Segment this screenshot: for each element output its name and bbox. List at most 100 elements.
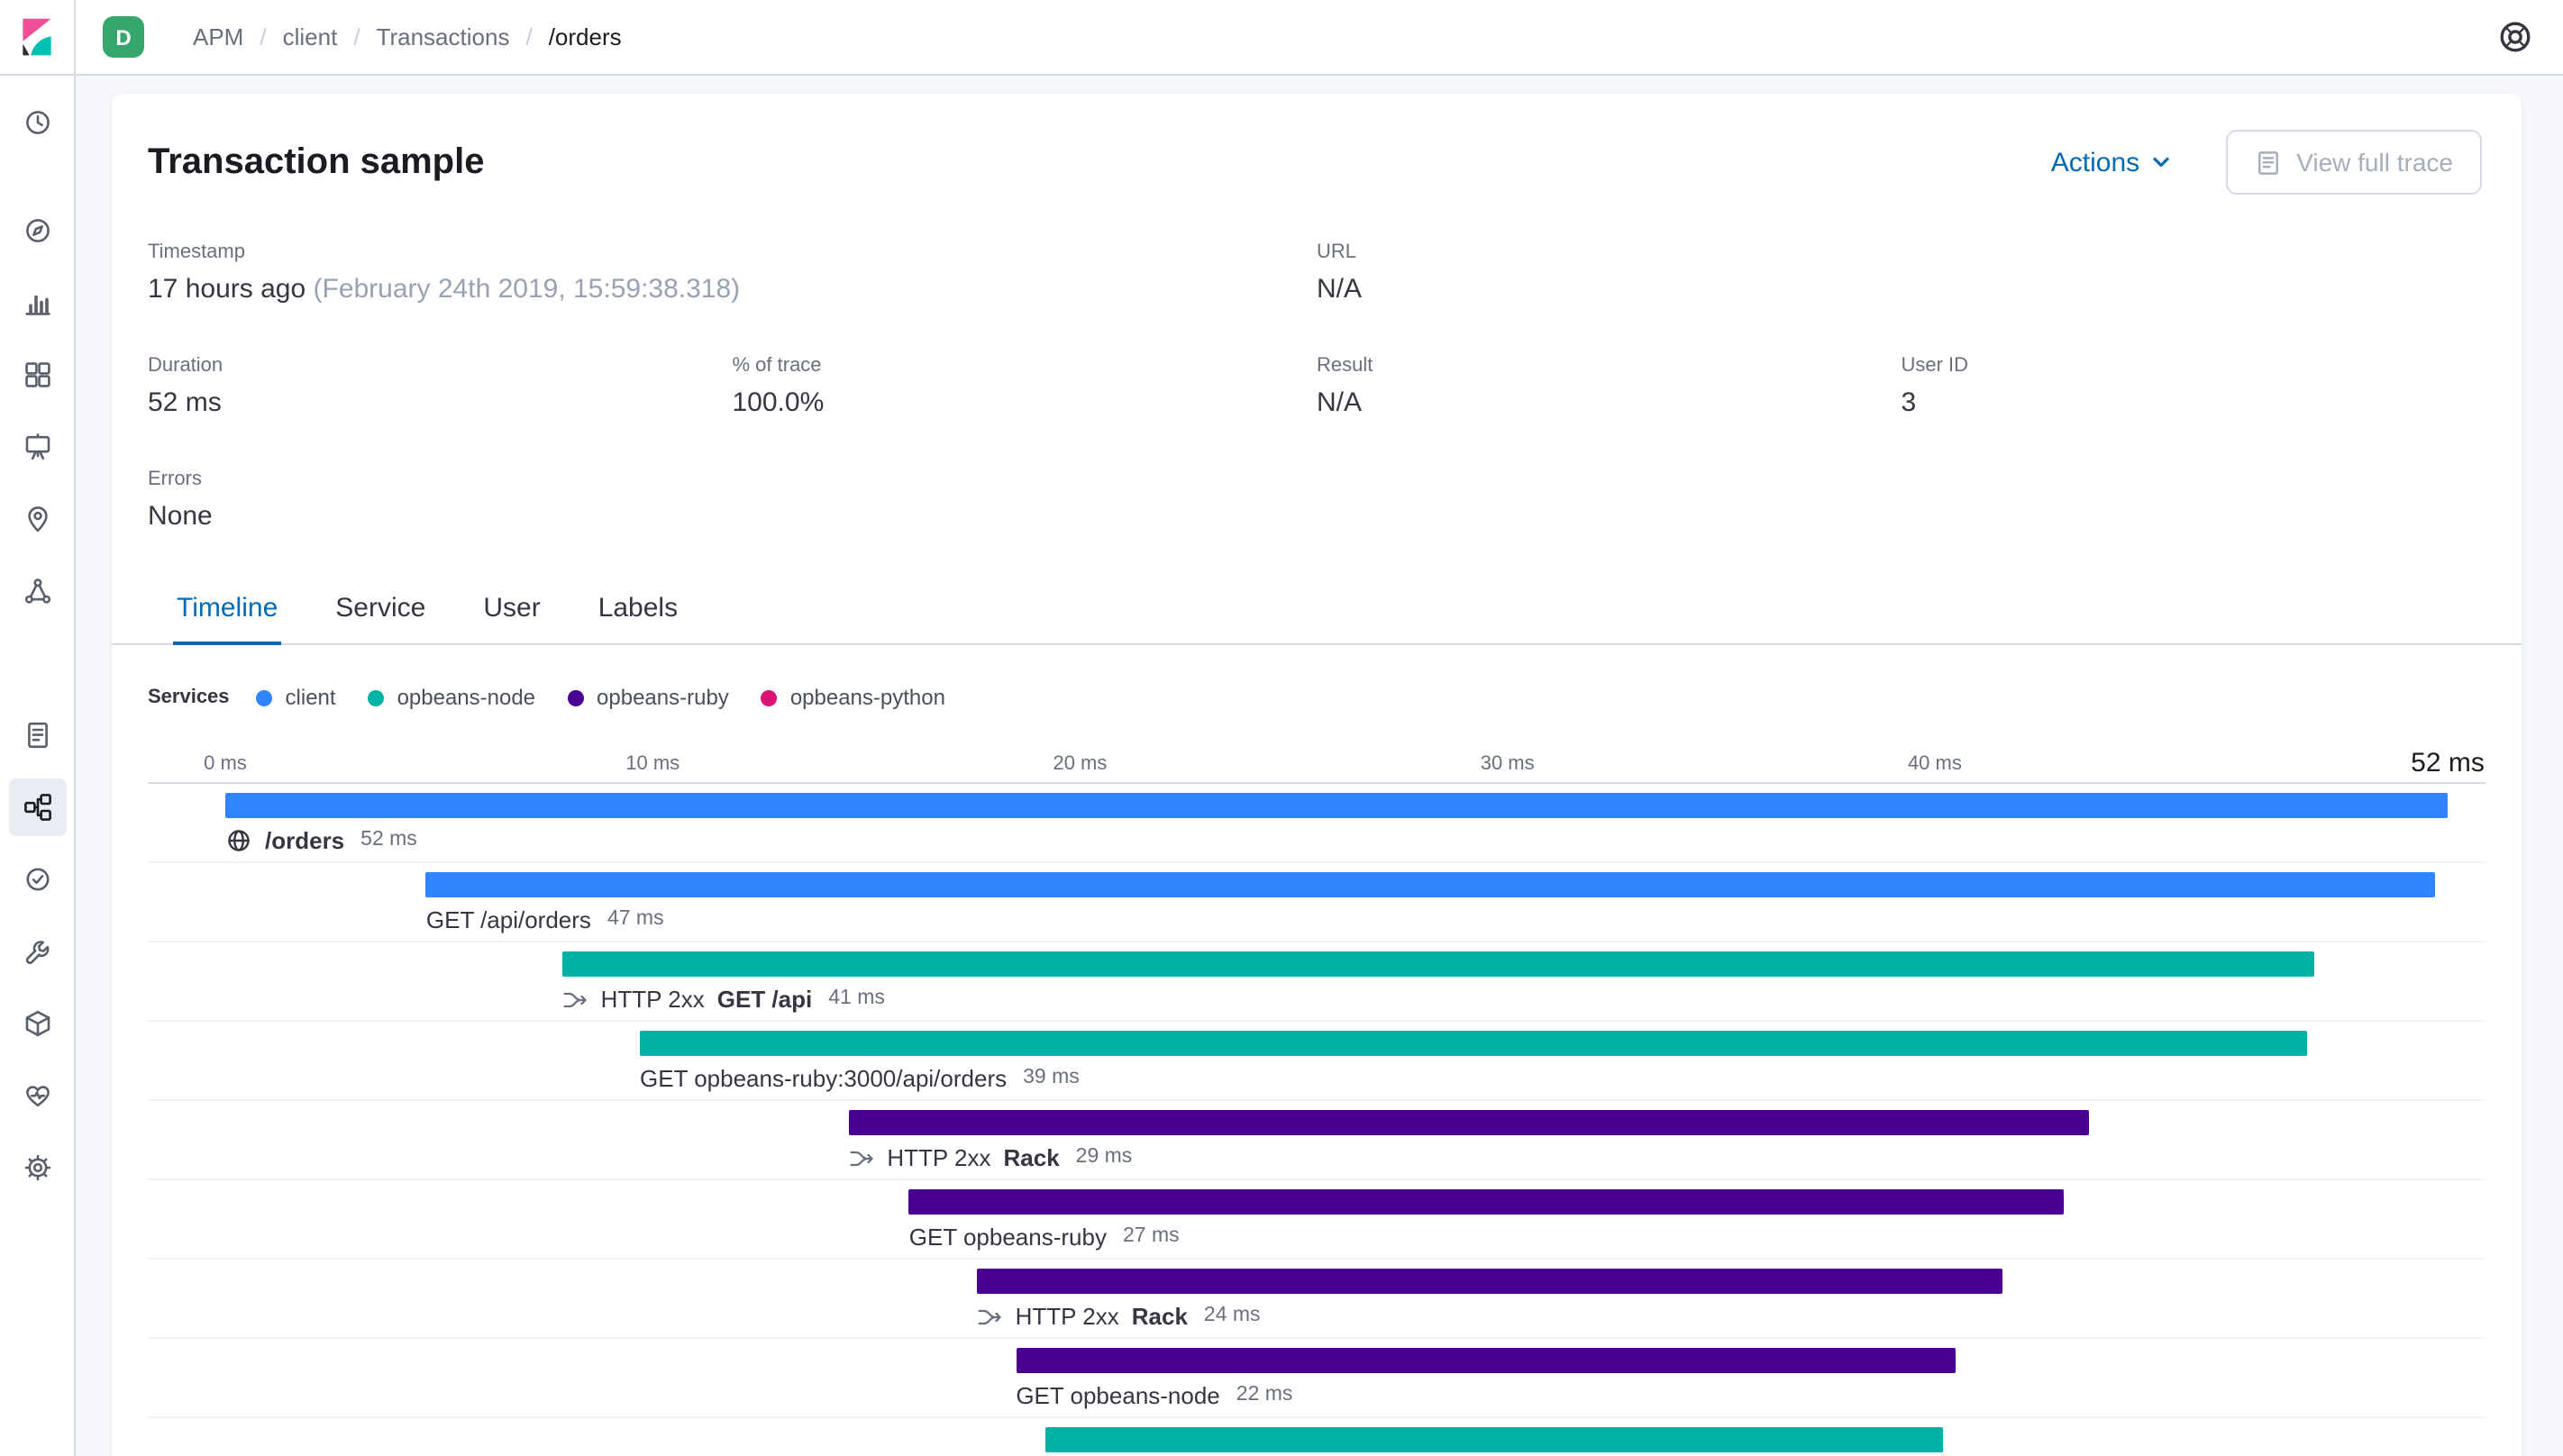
metrics-icon [23, 1009, 51, 1038]
field-label: Duration [148, 355, 223, 377]
axis-tick-label: 30 ms [1480, 753, 1535, 775]
waterfall-item[interactable]: HTTP 2xx Rack 29 ms [148, 1101, 2485, 1180]
help-icon[interactable] [2491, 13, 2540, 61]
axis-tick-label: 20 ms [1053, 753, 1108, 775]
timeline-chart: 52 ms 0 ms 10 ms 20 ms 30 ms 40 ms /orders 52… [112, 742, 2522, 1456]
span-bar[interactable] [1016, 1348, 1956, 1373]
span-label: HTTP 2xx Rack 29 ms [849, 1142, 1132, 1173]
field-value: N/A [1317, 387, 1363, 418]
span-bar[interactable] [849, 1110, 2089, 1135]
span-type-icon [563, 987, 588, 1012]
waterfall-item[interactable]: GET opbeans-node 22 ms [148, 1339, 2485, 1418]
waterfall: /orders 52 ms GET /api/orders 47 ms HTTP 2xx… [148, 784, 2485, 1456]
legend-label: opbeans-python [789, 685, 945, 710]
waterfall-item[interactable]: GET /api/orders 47 ms [148, 863, 2485, 942]
waterfall-item[interactable]: GET opbeans-ruby 27 ms [148, 1180, 2485, 1260]
tab-user[interactable]: User [479, 593, 543, 643]
sidebar-item-canvas[interactable] [8, 418, 66, 476]
field-user-id: User ID 3 [1902, 355, 2486, 418]
tab-service[interactable]: Service [332, 593, 429, 643]
span-type-icon [978, 1304, 1003, 1329]
field-url: URL N/A [1317, 241, 2485, 305]
legend-dot [761, 689, 778, 705]
tab-labels[interactable]: Labels [595, 593, 681, 643]
field-label: Timestamp [148, 241, 245, 263]
span-label: HTTP 2xx GET /api 41 ms [563, 984, 885, 1015]
span-bar[interactable] [225, 793, 2448, 818]
span-label: /orders 52 ms [225, 825, 417, 856]
legend-dot [568, 689, 585, 705]
waterfall-item-plot: HTTP 2xx GET /api 41 ms [225, 942, 2448, 1020]
waterfall-item[interactable]: HTTP 2xx Rack 24 ms [148, 1260, 2485, 1339]
legend-label: opbeans-ruby [597, 685, 729, 710]
sidebar-item-logs[interactable] [8, 706, 66, 764]
logs-icon [23, 721, 51, 750]
span-name: GET /api [716, 986, 813, 1013]
machine-learning-icon [23, 577, 51, 605]
sidebar-item-maps[interactable] [8, 490, 66, 548]
span-label: GET opbeans-node 22 ms [1016, 1380, 1292, 1411]
span-duration: 52 ms [360, 829, 417, 851]
sidebar-item-dashboard[interactable] [8, 346, 66, 404]
sidebar-item-settings[interactable] [8, 1139, 66, 1197]
field-value-secondary: (February 24th 2019, 15:59:38.318) [313, 274, 741, 305]
sidebar-item-monitoring[interactable] [8, 1067, 66, 1124]
span-bar[interactable] [425, 872, 2435, 897]
header-actions: Actions View full trace [2040, 130, 2482, 195]
span-bar[interactable] [977, 1269, 2003, 1294]
span-label: GET opbeans-ruby:3000/api/orders 39 ms [640, 1063, 1080, 1094]
kibana-logo[interactable] [0, 0, 76, 74]
span-bar[interactable] [908, 1189, 2064, 1215]
card-header: Transaction sample Actions View full tra… [112, 130, 2522, 195]
breadcrumb-item[interactable]: APM [193, 23, 244, 50]
span-label: GET /api/orders 47 ms [426, 905, 664, 935]
sidebar-item-machine-learning[interactable] [8, 562, 66, 620]
legend-title: Services [148, 687, 230, 708]
waterfall-item[interactable]: /orders 52 ms [148, 784, 2485, 863]
span-prefix: HTTP 2xx [887, 1144, 991, 1171]
space-avatar[interactable]: D [103, 16, 144, 58]
breadcrumb-item: /orders [548, 23, 622, 50]
breadcrumb-separator: / [353, 23, 360, 50]
breadcrumb-item[interactable]: Transactions [376, 23, 510, 50]
field-value: None [148, 501, 213, 532]
maps-icon [23, 505, 51, 533]
span-bar[interactable] [640, 1031, 2307, 1056]
settings-icon [23, 1153, 51, 1182]
view-full-trace-button[interactable]: View full trace [2226, 130, 2482, 195]
sidebar-item-recent[interactable] [8, 94, 66, 151]
sidebar-item-discover[interactable] [8, 202, 66, 259]
legend-dot [368, 689, 385, 705]
top-bar: D APM / client / Transactions / /orders [0, 0, 2563, 76]
axis-tick-label: 40 ms [1907, 753, 1962, 775]
span-bar[interactable] [562, 951, 2315, 977]
span-bar[interactable] [1045, 1427, 1944, 1452]
waterfall-item[interactable]: HTTP 2xx GET /api 41 ms [148, 942, 2485, 1022]
sidebar-item-apm[interactable] [8, 778, 66, 836]
waterfall-item-plot: GET opbeans-ruby:3000/api/orders 39 ms [225, 1022, 2448, 1099]
actions-menu-button[interactable]: Actions [2040, 145, 2183, 179]
field-value: 3 [1901, 387, 1917, 418]
breadcrumb-item[interactable]: client [282, 23, 338, 50]
legend-items: client opbeans-node opbeans-ruby opbeans-py… [256, 685, 945, 710]
legend-item-opbeans-python: opbeans-python [761, 685, 945, 710]
field-label: % of trace [732, 355, 822, 377]
field-value: 100.0% [732, 387, 825, 418]
actions-label: Actions [2050, 147, 2140, 177]
sidebar-item-visualize[interactable] [8, 274, 66, 332]
waterfall-item[interactable]: GET opbeans-ruby:3000/api/orders 39 ms [148, 1022, 2485, 1101]
kibana-logo-icon [14, 14, 59, 59]
tab-timeline[interactable]: Timeline [173, 593, 282, 645]
sidebar-item-uptime[interactable] [8, 851, 66, 908]
view-full-trace-label: View full trace [2296, 148, 2453, 177]
chevron-down-icon [2150, 151, 2172, 173]
field-errors: Errors None [148, 469, 2485, 532]
field-result: Result N/A [1317, 355, 1902, 418]
span-prefix: HTTP 2xx [600, 986, 705, 1013]
sidebar-item-dev-tools[interactable] [8, 923, 66, 980]
sidebar-item-metrics[interactable] [8, 995, 66, 1052]
apm-icon [23, 793, 51, 822]
axis-line [148, 782, 2485, 784]
